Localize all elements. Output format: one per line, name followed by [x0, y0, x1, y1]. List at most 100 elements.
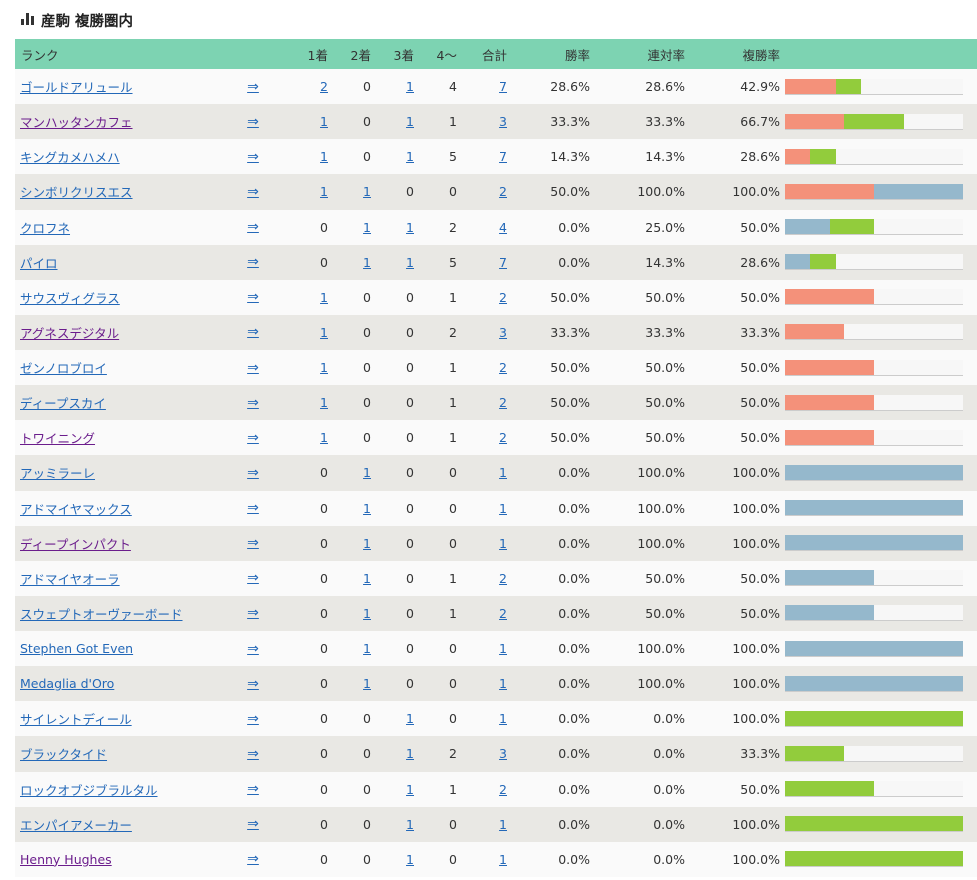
- arrow-link-icon[interactable]: ⇒: [247, 148, 259, 165]
- col-rank-header[interactable]: ランク: [15, 39, 235, 69]
- sire-name-link[interactable]: シンボリクリスエス: [20, 185, 133, 201]
- arrow-link-icon[interactable]: ⇒: [247, 254, 259, 271]
- second-count-link[interactable]: 1: [363, 535, 371, 551]
- arrow-link-icon[interactable]: ⇒: [247, 675, 259, 692]
- total-count-link[interactable]: 2: [499, 570, 507, 586]
- total-count-link[interactable]: 4: [499, 219, 507, 235]
- total-count-link[interactable]: 1: [499, 676, 507, 692]
- col-third-header[interactable]: 3着: [371, 39, 414, 69]
- total-count-link[interactable]: 3: [499, 324, 507, 340]
- first-count-link[interactable]: 1: [320, 289, 328, 305]
- second-count-link[interactable]: 1: [363, 465, 371, 481]
- arrow-link-icon[interactable]: ⇒: [247, 535, 259, 552]
- total-count-link[interactable]: 1: [499, 711, 507, 727]
- sire-name-link[interactable]: Stephen Got Even: [20, 641, 134, 657]
- third-count-link[interactable]: 1: [406, 851, 414, 867]
- first-count-link[interactable]: 1: [320, 430, 328, 446]
- total-count-link[interactable]: 1: [499, 500, 507, 516]
- total-count-link[interactable]: 2: [499, 430, 507, 446]
- col-place-rate-header[interactable]: 複勝率: [685, 39, 780, 69]
- col-first-header[interactable]: 1着: [271, 39, 328, 69]
- total-count-link[interactable]: 2: [499, 360, 507, 376]
- sire-name-link[interactable]: ディープインパクト: [20, 536, 131, 552]
- total-count-link[interactable]: 3: [499, 114, 507, 130]
- first-count-link[interactable]: 1: [320, 360, 328, 376]
- arrow-link-icon[interactable]: ⇒: [247, 113, 259, 130]
- arrow-link-icon[interactable]: ⇒: [247, 500, 259, 517]
- col-win-rate-header[interactable]: 勝率: [507, 39, 590, 69]
- first-count-link[interactable]: 1: [320, 114, 328, 130]
- third-count-link[interactable]: 1: [406, 711, 414, 727]
- col-other-header[interactable]: 4〜: [414, 39, 457, 69]
- arrow-link-icon[interactable]: ⇒: [247, 324, 259, 341]
- arrow-link-icon[interactable]: ⇒: [247, 570, 259, 587]
- col-second-header[interactable]: 2着: [328, 39, 371, 69]
- arrow-link-icon[interactable]: ⇒: [247, 394, 259, 411]
- total-count-link[interactable]: 3: [499, 746, 507, 762]
- total-count-link[interactable]: 7: [499, 149, 507, 165]
- arrow-link-icon[interactable]: ⇒: [247, 710, 259, 727]
- second-count-link[interactable]: 1: [363, 641, 371, 657]
- arrow-link-icon[interactable]: ⇒: [247, 219, 259, 236]
- total-count-link[interactable]: 2: [499, 184, 507, 200]
- sire-name-link[interactable]: トワイニング: [20, 431, 96, 447]
- sire-name-link[interactable]: ゴールドアリュール: [20, 80, 133, 96]
- sire-name-link[interactable]: Medaglia d'Oro: [20, 676, 115, 692]
- arrow-link-icon[interactable]: ⇒: [247, 816, 259, 833]
- total-count-link[interactable]: 1: [499, 465, 507, 481]
- sire-name-link[interactable]: エンパイアメーカー: [20, 817, 132, 833]
- sire-name-link[interactable]: キングカメハメハ: [20, 150, 120, 166]
- arrow-link-icon[interactable]: ⇒: [247, 289, 259, 306]
- third-count-link[interactable]: 1: [406, 781, 414, 797]
- sire-name-link[interactable]: クロフネ: [20, 220, 71, 236]
- arrow-link-icon[interactable]: ⇒: [247, 745, 259, 762]
- third-count-link[interactable]: 1: [406, 219, 414, 235]
- sire-name-link[interactable]: アドマイヤマックス: [20, 501, 132, 517]
- second-count-link[interactable]: 1: [363, 570, 371, 586]
- sire-name-link[interactable]: ゼンノロブロイ: [20, 361, 107, 377]
- sire-name-link[interactable]: ブラックタイド: [20, 747, 108, 763]
- sire-name-link[interactable]: Henny Hughes: [20, 851, 112, 867]
- second-count-link[interactable]: 1: [363, 254, 371, 270]
- first-count-link[interactable]: 1: [320, 184, 328, 200]
- arrow-link-icon[interactable]: ⇒: [247, 183, 259, 200]
- total-count-link[interactable]: 2: [499, 605, 507, 621]
- arrow-link-icon[interactable]: ⇒: [247, 429, 259, 446]
- second-count-link[interactable]: 1: [363, 184, 371, 200]
- sire-name-link[interactable]: マンハッタンカフェ: [20, 115, 133, 131]
- arrow-link-icon[interactable]: ⇒: [247, 78, 259, 95]
- third-count-link[interactable]: 1: [406, 254, 414, 270]
- third-count-link[interactable]: 1: [406, 114, 414, 130]
- sire-name-link[interactable]: ロックオブジブラルタル: [20, 782, 158, 798]
- total-count-link[interactable]: 7: [499, 79, 507, 95]
- third-count-link[interactable]: 1: [406, 79, 414, 95]
- col-quinella-rate-header[interactable]: 連対率: [590, 39, 685, 69]
- total-count-link[interactable]: 1: [499, 535, 507, 551]
- second-count-link[interactable]: 1: [363, 500, 371, 516]
- sire-name-link[interactable]: サウスヴィグラス: [20, 290, 120, 306]
- first-count-link[interactable]: 2: [320, 79, 328, 95]
- total-count-link[interactable]: 2: [499, 781, 507, 797]
- total-count-link[interactable]: 1: [499, 641, 507, 657]
- arrow-link-icon[interactable]: ⇒: [247, 464, 259, 481]
- second-count-link[interactable]: 1: [363, 219, 371, 235]
- total-count-link[interactable]: 2: [499, 395, 507, 411]
- sire-name-link[interactable]: アドマイヤオーラ: [20, 571, 120, 587]
- arrow-link-icon[interactable]: ⇒: [247, 359, 259, 376]
- arrow-link-icon[interactable]: ⇒: [247, 781, 259, 798]
- total-count-link[interactable]: 1: [499, 851, 507, 867]
- third-count-link[interactable]: 1: [406, 816, 414, 832]
- sire-name-link[interactable]: ディープスカイ: [20, 396, 106, 412]
- sire-name-link[interactable]: アッミラーレ: [20, 466, 96, 482]
- first-count-link[interactable]: 1: [320, 395, 328, 411]
- first-count-link[interactable]: 1: [320, 149, 328, 165]
- second-count-link[interactable]: 1: [363, 676, 371, 692]
- total-count-link[interactable]: 7: [499, 254, 507, 270]
- first-count-link[interactable]: 1: [320, 324, 328, 340]
- third-count-link[interactable]: 1: [406, 746, 414, 762]
- sire-name-link[interactable]: サイレントディール: [20, 712, 132, 728]
- col-total-header[interactable]: 合計: [457, 39, 507, 69]
- sire-name-link[interactable]: パイロ: [20, 255, 58, 271]
- sire-name-link[interactable]: スウェプトオーヴァーボード: [20, 606, 183, 622]
- arrow-link-icon[interactable]: ⇒: [247, 640, 259, 657]
